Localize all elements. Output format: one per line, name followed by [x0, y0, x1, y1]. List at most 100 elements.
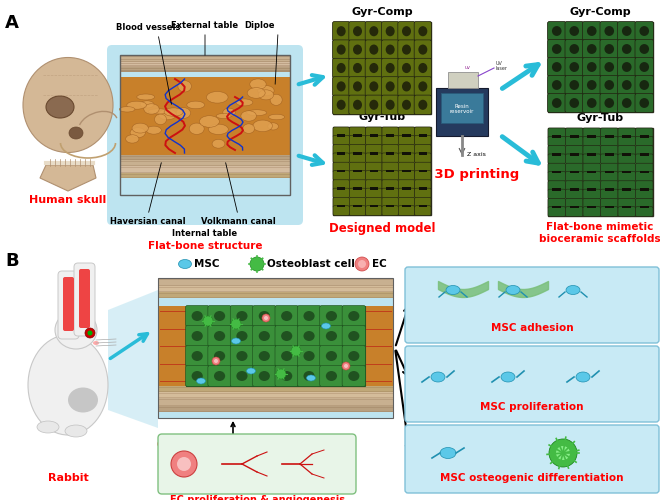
Ellipse shape	[191, 351, 203, 361]
Bar	[353, 205, 362, 208]
Bar	[622, 170, 631, 173]
FancyBboxPatch shape	[635, 22, 653, 40]
Ellipse shape	[178, 260, 191, 268]
FancyBboxPatch shape	[398, 40, 415, 60]
Ellipse shape	[223, 108, 235, 116]
Ellipse shape	[385, 44, 395, 54]
FancyBboxPatch shape	[333, 153, 349, 162]
Bar	[552, 170, 561, 173]
Bar	[418, 170, 427, 172]
Bar	[158, 398, 393, 406]
FancyBboxPatch shape	[566, 181, 583, 191]
Ellipse shape	[243, 124, 255, 134]
Ellipse shape	[214, 351, 225, 361]
FancyBboxPatch shape	[548, 146, 566, 156]
Ellipse shape	[306, 375, 315, 381]
FancyBboxPatch shape	[636, 146, 653, 156]
FancyBboxPatch shape	[583, 22, 601, 40]
FancyBboxPatch shape	[333, 127, 349, 138]
Bar	[370, 187, 378, 190]
Ellipse shape	[348, 371, 360, 381]
Ellipse shape	[570, 44, 579, 54]
Ellipse shape	[446, 286, 460, 294]
Circle shape	[212, 357, 220, 365]
FancyBboxPatch shape	[107, 45, 303, 225]
FancyBboxPatch shape	[635, 76, 653, 94]
FancyBboxPatch shape	[333, 144, 349, 155]
FancyBboxPatch shape	[635, 58, 653, 76]
Ellipse shape	[587, 62, 597, 72]
Ellipse shape	[622, 26, 632, 36]
FancyArrowPatch shape	[299, 75, 323, 85]
Ellipse shape	[232, 338, 240, 344]
FancyBboxPatch shape	[399, 162, 414, 172]
Bar	[548, 22, 653, 112]
FancyBboxPatch shape	[185, 366, 209, 386]
Bar	[552, 153, 561, 156]
Ellipse shape	[154, 114, 166, 124]
Bar	[353, 187, 362, 190]
Circle shape	[344, 364, 348, 368]
FancyBboxPatch shape	[366, 127, 382, 138]
Ellipse shape	[353, 26, 362, 36]
Bar	[570, 153, 579, 156]
FancyBboxPatch shape	[366, 136, 382, 145]
Ellipse shape	[402, 63, 411, 73]
FancyBboxPatch shape	[349, 95, 366, 114]
Text: MSC proliferation: MSC proliferation	[480, 402, 583, 412]
Bar	[370, 134, 378, 137]
FancyBboxPatch shape	[548, 128, 566, 138]
Bar	[403, 170, 411, 172]
Bar	[622, 136, 631, 138]
Ellipse shape	[304, 311, 315, 321]
FancyBboxPatch shape	[399, 188, 414, 198]
Circle shape	[177, 457, 191, 471]
Circle shape	[358, 260, 366, 268]
FancyBboxPatch shape	[319, 366, 343, 386]
Ellipse shape	[370, 82, 378, 92]
FancyBboxPatch shape	[399, 127, 414, 138]
FancyBboxPatch shape	[414, 162, 431, 172]
Ellipse shape	[236, 351, 248, 361]
FancyBboxPatch shape	[365, 76, 383, 96]
Ellipse shape	[587, 98, 597, 108]
FancyBboxPatch shape	[349, 198, 366, 208]
Bar	[158, 386, 393, 392]
FancyBboxPatch shape	[319, 306, 343, 326]
Ellipse shape	[55, 311, 97, 349]
FancyBboxPatch shape	[635, 94, 653, 112]
FancyBboxPatch shape	[333, 188, 349, 198]
FancyBboxPatch shape	[382, 162, 399, 172]
Bar	[353, 170, 362, 172]
FancyArrowPatch shape	[110, 334, 147, 358]
Ellipse shape	[216, 114, 231, 118]
Ellipse shape	[402, 100, 411, 110]
Ellipse shape	[337, 100, 346, 110]
FancyBboxPatch shape	[548, 40, 566, 58]
FancyArrowPatch shape	[502, 64, 538, 88]
Ellipse shape	[249, 79, 266, 90]
Ellipse shape	[326, 371, 337, 381]
FancyBboxPatch shape	[548, 22, 566, 40]
Ellipse shape	[209, 124, 228, 134]
Bar	[552, 188, 561, 191]
FancyBboxPatch shape	[636, 163, 653, 173]
Circle shape	[214, 359, 218, 363]
FancyBboxPatch shape	[548, 163, 566, 173]
Circle shape	[264, 316, 268, 320]
FancyBboxPatch shape	[618, 76, 636, 94]
FancyBboxPatch shape	[636, 154, 653, 164]
FancyBboxPatch shape	[74, 263, 95, 336]
FancyBboxPatch shape	[298, 346, 321, 366]
Circle shape	[556, 446, 570, 460]
Ellipse shape	[348, 351, 360, 361]
Bar	[587, 170, 596, 173]
FancyBboxPatch shape	[399, 136, 414, 145]
FancyBboxPatch shape	[636, 128, 653, 138]
Text: Cranial defect implantation: Cranial defect implantation	[157, 422, 309, 450]
Ellipse shape	[259, 371, 270, 381]
Ellipse shape	[236, 371, 248, 381]
Ellipse shape	[259, 331, 270, 341]
FancyBboxPatch shape	[349, 58, 366, 78]
Bar	[605, 206, 614, 208]
